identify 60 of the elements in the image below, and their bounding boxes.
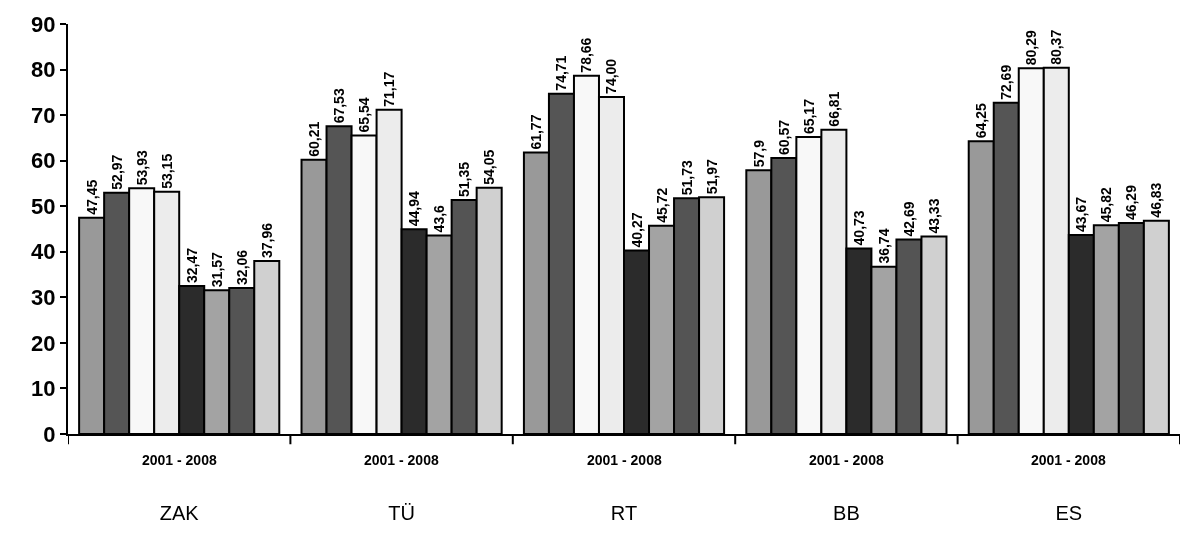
data-label: 42,69 (900, 201, 917, 237)
data-label: 45,72 (653, 187, 670, 223)
data-label: 65,17 (800, 98, 817, 135)
data-label: 74,71 (553, 55, 570, 91)
data-label: 53,93 (133, 150, 150, 186)
y-tick-label: 50 (31, 193, 56, 219)
data-label: 72,69 (998, 64, 1015, 100)
text: 2001 - 2008 (142, 452, 217, 468)
data-label: 46,29 (1123, 184, 1140, 221)
data-label: 32,47 (183, 247, 200, 284)
data-label: 43,67 (1073, 196, 1090, 233)
text: 2001 - 2008 (587, 452, 662, 468)
data-label: 65,54 (356, 97, 373, 133)
data-label: 60,21 (306, 121, 323, 157)
data-label: 80,29 (1023, 29, 1040, 66)
data-label: 51,97 (703, 159, 720, 195)
x-tick-label: ZAK (159, 502, 200, 524)
data-label: 43,6 (431, 204, 448, 233)
text: 2001 - 2008 (364, 452, 439, 468)
data-label: 66,81 (825, 91, 842, 127)
data-label: 67,53 (331, 88, 348, 124)
text: 2001 - 2008 (809, 452, 884, 468)
data-label: 51,35 (456, 161, 473, 198)
y-tick-label: 0 (43, 421, 56, 447)
x-tick-label: RT (610, 502, 638, 524)
data-label: 31,57 (208, 251, 225, 288)
data-label: 61,77 (528, 114, 545, 150)
data-label: 60,57 (775, 119, 792, 156)
data-label: 74,00 (603, 58, 620, 94)
data-label: 54,05 (481, 149, 498, 185)
data-label: 57,9 (750, 139, 767, 168)
data-label: 43,33 (925, 198, 942, 234)
y-tick-label: 20 (31, 330, 56, 356)
y-tick-label: 70 (31, 102, 56, 128)
data-label: 53,15 (158, 153, 175, 189)
data-label: 71,17 (381, 71, 398, 107)
data-label: 40,73 (850, 210, 867, 246)
y-tick-label: 40 (31, 239, 56, 265)
x-tick-label: BB (833, 502, 860, 524)
data-label: 44,94 (406, 191, 423, 227)
text: 2001 - 2008 (1031, 452, 1106, 468)
data-label: 51,73 (678, 160, 695, 196)
data-label: 40,27 (628, 212, 645, 248)
y-tick-label: 10 (31, 376, 56, 402)
data-label: 47,45 (83, 179, 100, 215)
data-label: 45,82 (1098, 187, 1115, 223)
y-tick-label: 60 (31, 148, 56, 174)
data-label: 80,37 (1048, 29, 1065, 65)
y-tick-label: 90 (31, 11, 56, 37)
data-label: 37,96 (258, 222, 275, 259)
data-label: 64,25 (973, 103, 990, 139)
data-label: 46,83 (1148, 182, 1165, 218)
data-label: 36,74 (875, 228, 892, 264)
x-tick-label: ES (1055, 502, 1083, 524)
y-tick-label: 80 (31, 57, 56, 83)
y-tick-label: 30 (31, 285, 56, 311)
x-tick-label: TÜ (388, 502, 415, 524)
data-label: 32,06 (233, 249, 250, 285)
data-label: 78,66 (578, 37, 595, 73)
data-label: 52,97 (108, 154, 125, 190)
